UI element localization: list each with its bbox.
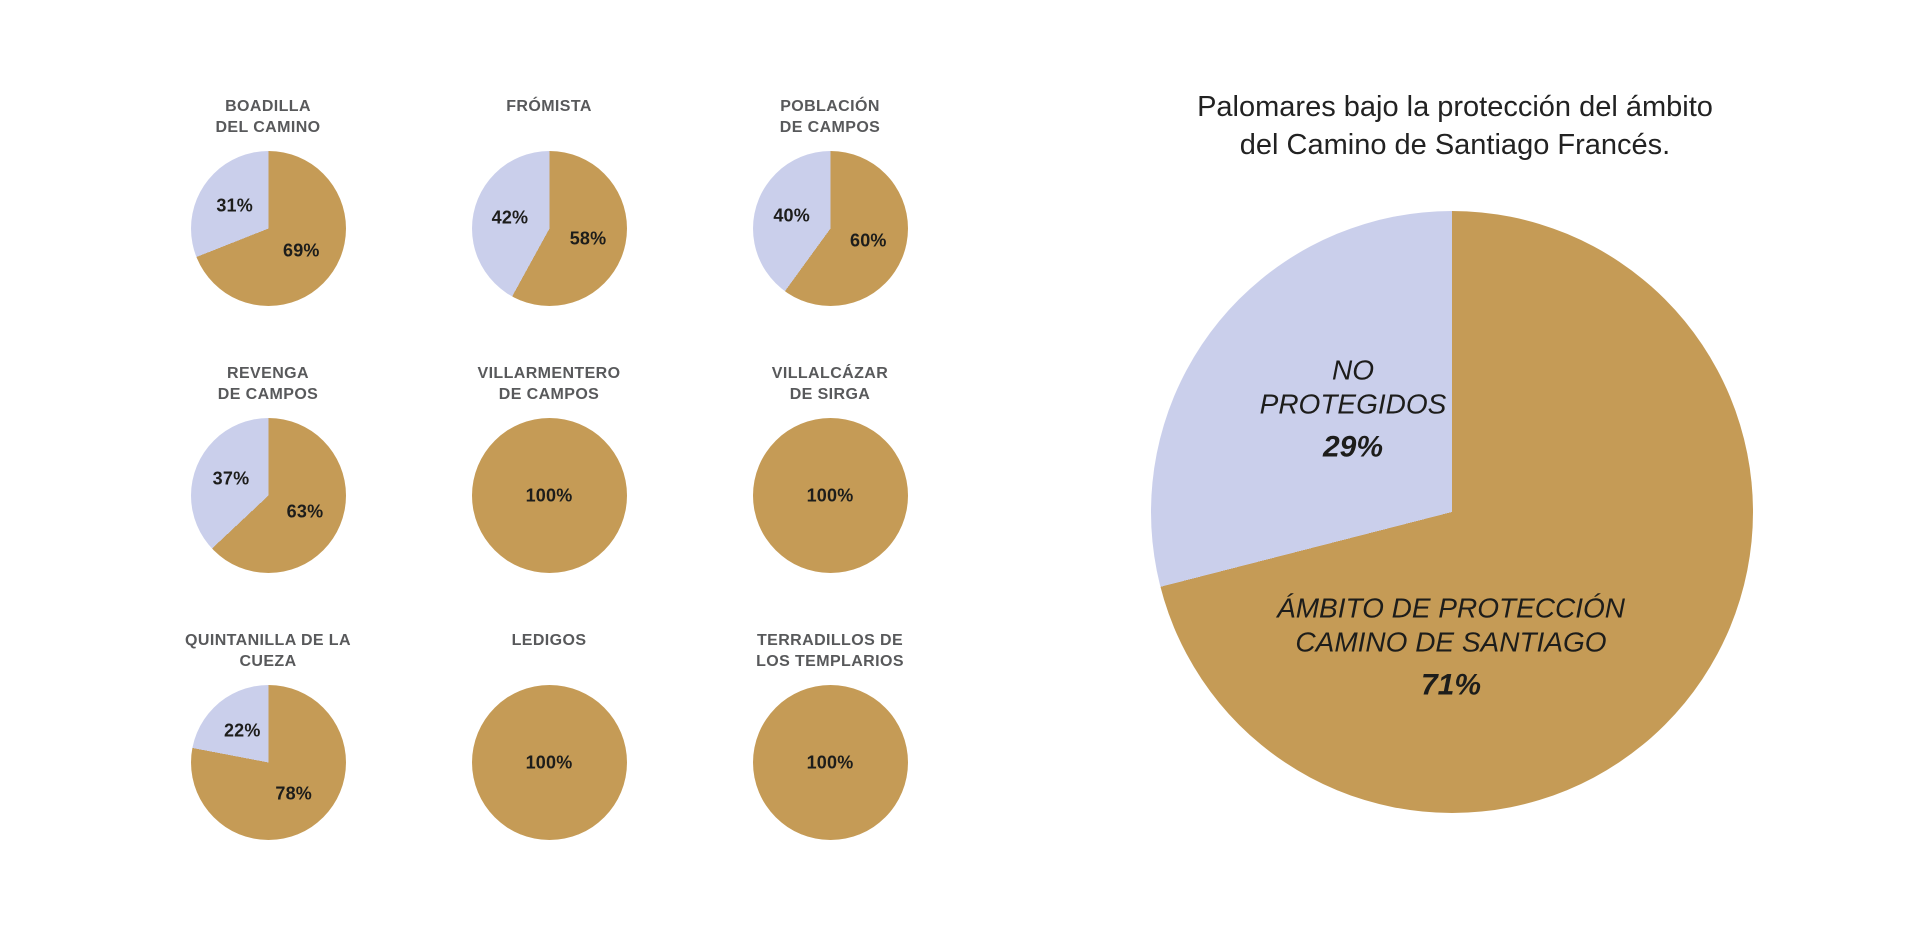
small-pie <box>471 418 627 573</box>
small-pie-wrap: 60% 40% <box>752 151 908 306</box>
small-pie-wrap: 100% <box>471 685 627 840</box>
slice-percent: 29% <box>1322 430 1384 464</box>
small-pie-cell: LEDIGOS 100% <box>419 630 679 840</box>
small-pie-percent: 100% <box>806 485 854 505</box>
small-pie-wrap: 100% <box>752 418 908 573</box>
small-pie-percent: 31% <box>216 195 253 216</box>
small-pie <box>471 151 627 306</box>
small-pie-title: FRÓMISTA <box>506 98 592 115</box>
small-pie-percent: 100% <box>525 752 573 772</box>
main-chart-title: Palomares bajo la protección del ámbito … <box>1005 88 1905 164</box>
small-pie-title: QUINTANILLA DE LA CUEZA <box>185 632 351 670</box>
small-pie-wrap: 69% 31% <box>190 151 346 306</box>
small-pie <box>752 685 908 840</box>
small-pie <box>752 151 908 306</box>
small-pie-percent: 100% <box>525 485 573 505</box>
main-chart-title-line2: del Camino de Santiago Francés. <box>1239 129 1671 161</box>
small-pie-percent: 22% <box>223 720 261 741</box>
small-pie-cell: REVENGA DE CAMPOS 63% 37% <box>138 363 398 573</box>
slice-label-line: NO <box>1331 354 1374 386</box>
small-pie-cell: QUINTANILLA DE LA CUEZA 78% 22% <box>138 630 398 840</box>
main-pie-label-no-protegidos: NO PROTEGIDOS 29% <box>1260 354 1447 465</box>
small-pie-percent: 100% <box>806 752 854 772</box>
slice-percent: 71% <box>1420 668 1482 702</box>
main-chart-title-line1: Palomares bajo la protección del ámbito <box>1197 91 1713 123</box>
small-pie-percent: 78% <box>275 783 313 804</box>
main-pie-chart <box>1151 211 1753 813</box>
small-pie <box>752 418 908 573</box>
small-pie-cell: BOADILLA DEL CAMINO 69% 31% <box>138 96 398 306</box>
small-pie <box>471 685 627 840</box>
small-pie-cell: VILLARMENTERO DE CAMPOS 100% <box>419 363 679 573</box>
small-pie <box>190 418 346 573</box>
small-pie-percent: 40% <box>773 205 810 226</box>
slice-label-line: CAMINO DE SANTIAGO <box>1295 626 1607 658</box>
small-pie-title: LEDIGOS <box>511 632 587 649</box>
small-pie-percent: 42% <box>491 207 529 228</box>
small-pie-title: TERRADILLOS DE LOS TEMPLARIOS <box>756 632 904 670</box>
small-pie-wrap: 63% 37% <box>190 418 346 573</box>
small-pie-title: VILLARMENTERO DE CAMPOS <box>477 365 621 403</box>
small-pie-percent: 60% <box>849 230 887 251</box>
small-pie-percent: 63% <box>286 501 324 521</box>
small-pie-wrap: 100% <box>471 418 627 573</box>
small-pie-title: VILLALCÁZAR DE SIRGA <box>771 365 889 403</box>
small-pie-title: REVENGA DE CAMPOS <box>217 365 319 403</box>
small-pie-cell: POBLACIÓN DE CAMPOS 60% 40% <box>700 96 960 306</box>
small-pie-wrap: 78% 22% <box>190 685 346 840</box>
small-pie-percent: 69% <box>283 240 320 261</box>
small-pie-percent: 37% <box>212 468 250 489</box>
small-pie-wrap: 100% <box>752 685 908 840</box>
small-pie-title: BOADILLA DEL CAMINO <box>215 98 321 136</box>
small-pie-cell: TERRADILLOS DE LOS TEMPLARIOS 100% <box>700 630 960 840</box>
small-multiples-grid: BOADILLA DEL CAMINO 69% 31% FRÓMISTA 58% 42… <box>138 96 960 840</box>
small-pie <box>190 685 346 840</box>
small-pie-cell: FRÓMISTA 58% 42% <box>419 96 679 306</box>
small-pie-wrap: 58% 42% <box>471 151 627 306</box>
small-pie <box>190 151 346 306</box>
slice-label-line: PROTEGIDOS <box>1259 388 1447 420</box>
slice-label-line: ÁMBITO DE PROTECCIÓN <box>1277 592 1625 624</box>
small-pie-cell: VILLALCÁZAR DE SIRGA 100% <box>700 363 960 573</box>
main-pie-label-ambito-proteccion: ÁMBITO DE PROTECCIÓN CAMINO DE SANTIAGO … <box>1277 592 1625 703</box>
small-pie-percent: 58% <box>569 228 607 249</box>
small-pie-title: POBLACIÓN DE CAMPOS <box>779 98 881 136</box>
